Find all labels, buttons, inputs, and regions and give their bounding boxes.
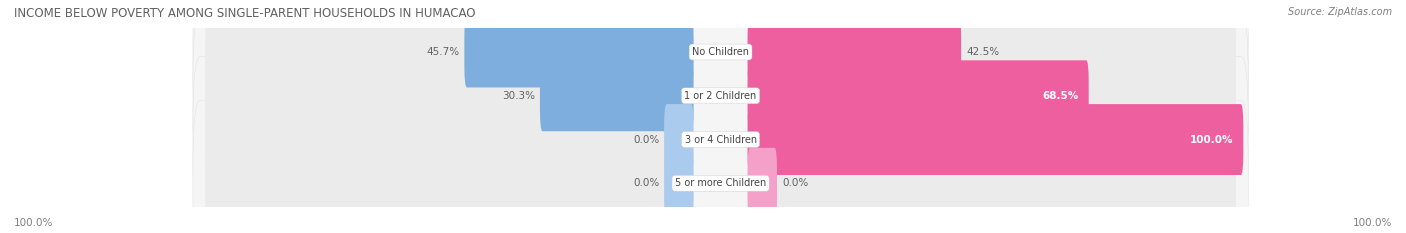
FancyBboxPatch shape	[748, 104, 1243, 175]
Text: No Children: No Children	[692, 47, 749, 57]
FancyBboxPatch shape	[664, 148, 693, 219]
FancyBboxPatch shape	[205, 104, 693, 175]
FancyBboxPatch shape	[664, 104, 693, 175]
FancyBboxPatch shape	[193, 13, 1249, 179]
FancyBboxPatch shape	[193, 0, 1249, 135]
Text: 45.7%: 45.7%	[426, 47, 460, 57]
Text: 5 or more Children: 5 or more Children	[675, 178, 766, 188]
FancyBboxPatch shape	[205, 60, 693, 131]
Text: 0.0%: 0.0%	[782, 178, 808, 188]
FancyBboxPatch shape	[748, 104, 1236, 175]
Text: 0.0%: 0.0%	[633, 178, 659, 188]
Text: Source: ZipAtlas.com: Source: ZipAtlas.com	[1288, 7, 1392, 17]
FancyBboxPatch shape	[540, 60, 693, 131]
Text: 3 or 4 Children: 3 or 4 Children	[685, 134, 756, 144]
FancyBboxPatch shape	[193, 56, 1249, 223]
FancyBboxPatch shape	[748, 17, 962, 87]
Text: 0.0%: 0.0%	[633, 134, 659, 144]
FancyBboxPatch shape	[464, 17, 693, 87]
Text: 1 or 2 Children: 1 or 2 Children	[685, 91, 756, 101]
FancyBboxPatch shape	[748, 148, 778, 219]
Text: 42.5%: 42.5%	[966, 47, 1000, 57]
Text: INCOME BELOW POVERTY AMONG SINGLE-PARENT HOUSEHOLDS IN HUMACAO: INCOME BELOW POVERTY AMONG SINGLE-PARENT…	[14, 7, 475, 20]
FancyBboxPatch shape	[205, 148, 693, 219]
FancyBboxPatch shape	[205, 17, 693, 87]
Text: 68.5%: 68.5%	[1043, 91, 1078, 101]
Text: 100.0%: 100.0%	[1189, 134, 1233, 144]
FancyBboxPatch shape	[748, 17, 1236, 87]
Text: 30.3%: 30.3%	[502, 91, 536, 101]
FancyBboxPatch shape	[748, 60, 1088, 131]
FancyBboxPatch shape	[748, 148, 1236, 219]
Text: 100.0%: 100.0%	[1353, 218, 1392, 228]
FancyBboxPatch shape	[748, 60, 1236, 131]
FancyBboxPatch shape	[193, 100, 1249, 233]
Text: 100.0%: 100.0%	[14, 218, 53, 228]
